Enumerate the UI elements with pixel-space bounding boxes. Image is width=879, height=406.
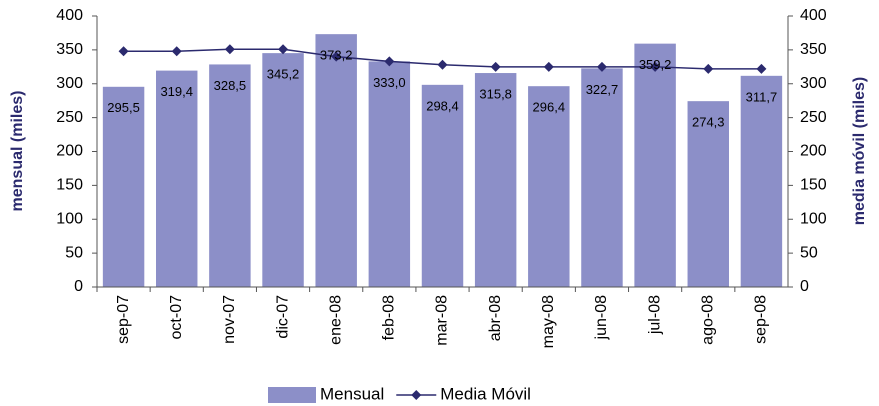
- bar: [687, 101, 729, 288]
- value-label: 373,2: [320, 48, 353, 63]
- y-tick-label: 200: [56, 143, 83, 160]
- x-tick-label: abr-08: [487, 295, 504, 341]
- y2-tick-label: 400: [800, 7, 827, 24]
- y2-tick-label: 350: [800, 41, 827, 58]
- y2-tick-label: 150: [800, 177, 827, 194]
- bar: [740, 75, 783, 288]
- line-marker: [331, 51, 342, 62]
- bar: [156, 70, 198, 287]
- x-tick-label: jul-08: [646, 295, 663, 335]
- y-tick-label: 350: [56, 41, 83, 58]
- value-label: 274,3: [692, 115, 725, 130]
- value-label: 359,2: [639, 57, 672, 72]
- y-tick-label: 400: [56, 7, 83, 24]
- y2-tick-label: 50: [800, 244, 818, 261]
- y2-tick-label: 300: [800, 75, 827, 92]
- value-label: 328,5: [214, 78, 247, 93]
- x-tick-label: ago-08: [699, 295, 716, 345]
- x-tick-label: may-08: [540, 295, 557, 348]
- bar: [368, 61, 411, 287]
- line-marker: [703, 63, 714, 74]
- line-marker: [596, 61, 607, 72]
- line-marker: [543, 61, 554, 72]
- line-marker: [437, 59, 448, 70]
- bar: [528, 86, 570, 288]
- x-tick-label: sep-08: [753, 295, 770, 344]
- line-marker: [756, 63, 767, 74]
- x-tick-label: sep-07: [115, 295, 132, 344]
- bar: [209, 64, 251, 287]
- line-marker: [384, 56, 395, 67]
- line-marker: [118, 46, 129, 57]
- y-tick-label: 0: [74, 278, 83, 295]
- x-tick-label: nov-07: [221, 295, 238, 344]
- bar: [581, 68, 623, 287]
- legend-label: Mensual: [320, 384, 384, 403]
- value-label: 333,0: [373, 75, 406, 90]
- value-label: 345,2: [267, 67, 300, 82]
- value-label: 319,4: [160, 84, 193, 99]
- value-label: 298,4: [426, 98, 459, 113]
- y-tick-label: 150: [56, 177, 83, 194]
- line-marker: [650, 61, 661, 72]
- x-tick-label: jun-08: [593, 295, 610, 341]
- value-label: 322,7: [586, 82, 619, 97]
- x-tick-label: ene-08: [327, 295, 344, 345]
- line-marker: [490, 61, 501, 72]
- bar: [102, 86, 145, 287]
- legend-swatch: [268, 387, 316, 403]
- line-marker: [171, 46, 182, 57]
- legend-label: Media Móvil: [440, 384, 531, 403]
- bar: [262, 53, 304, 287]
- value-label: 296,4: [533, 100, 566, 115]
- bar: [474, 73, 517, 287]
- line-marker: [278, 44, 289, 55]
- bar: [634, 43, 676, 287]
- y-tick-label: 50: [65, 244, 83, 261]
- y2-tick-label: 250: [800, 109, 827, 126]
- y2-tick-label: 200: [800, 143, 827, 160]
- line-marker: [224, 44, 235, 55]
- value-label: 295,5: [107, 100, 140, 115]
- x-tick-label: dic-07: [274, 295, 291, 339]
- value-label: 315,8: [479, 86, 512, 101]
- y-tick-label: 250: [56, 109, 83, 126]
- y-tick-label: 100: [56, 210, 83, 227]
- bar: [421, 84, 464, 287]
- value-label: 311,7: [746, 89, 778, 104]
- x-tick-label: oct-07: [168, 295, 185, 340]
- y2-tick-label: 0: [800, 278, 809, 295]
- y2-tick-label: 100: [800, 210, 827, 227]
- legend-marker: [411, 390, 422, 400]
- bar: [315, 34, 357, 288]
- x-tick-label: feb-08: [381, 295, 398, 340]
- y-tick-label: 300: [56, 75, 83, 92]
- x-tick-label: mar-08: [434, 295, 451, 346]
- y-axis-label: mensual (miles): [9, 91, 26, 212]
- y2-axis-label: media móvil (miles): [851, 77, 868, 226]
